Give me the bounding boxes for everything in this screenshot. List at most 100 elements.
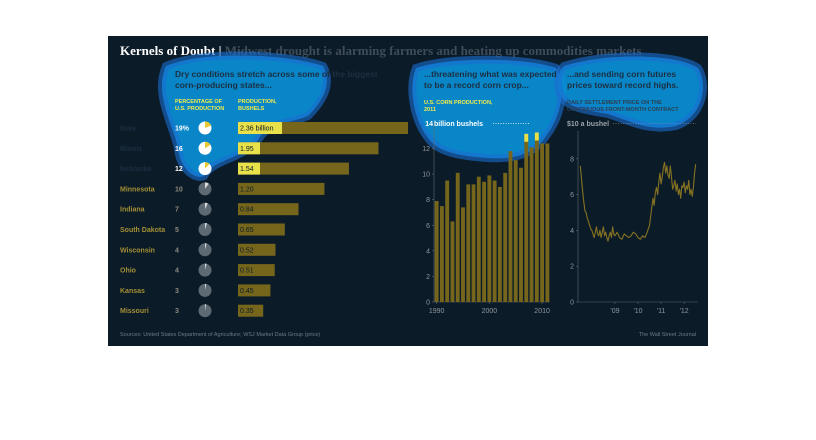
state-label: Indiana: [120, 207, 145, 214]
bar-value-label: 2.36 billion: [240, 126, 274, 133]
production-bar: [503, 172, 508, 302]
y-tick-label: 4: [426, 248, 430, 255]
pie-slice: [205, 202, 208, 210]
col-header-prod-line2: BUSHELS: [238, 106, 265, 112]
price-line-chart: 0 2 4 6 8 '09 '10 '11 '12: [570, 131, 698, 315]
pct-label: 12: [175, 166, 183, 173]
production-bar: [540, 143, 545, 302]
production-bar: [497, 186, 502, 302]
headline: Kernels of Doubt | Midwest drought is al…: [120, 43, 642, 59]
headline-subtitle: Midwest drought is alarming farmers and …: [224, 43, 642, 58]
headline-separator: |: [215, 43, 225, 58]
bar-value-label: 1.95: [240, 146, 254, 153]
x-tick-label: '09: [610, 308, 619, 315]
pie-slice: [205, 182, 209, 189]
pie-slice: [205, 223, 208, 230]
bar-value-label: 1.54: [240, 166, 254, 173]
y-tick-label: 8: [426, 197, 430, 204]
states-bar-chart: Iowa 19% 2.36 billion Illinois 16 1.95 Nebrask…: [120, 121, 408, 318]
production-bar: [476, 176, 481, 302]
x-tick-label: 1990: [429, 308, 445, 315]
panel2-label-line2: 2011: [424, 107, 436, 113]
state-label: Iowa: [120, 126, 136, 133]
state-bar-highlight: [238, 142, 260, 155]
x-tick-label: '10: [633, 308, 642, 315]
state-bar-highlight: [238, 122, 282, 134]
panel1-intro-line1: Dry conditions stretch across some of th…: [175, 69, 378, 79]
x-tick-label: '11: [657, 308, 666, 315]
y-tick-label: 4: [570, 228, 574, 235]
production-bar: [461, 207, 465, 302]
y-tick-label: 12: [422, 146, 430, 153]
y-tick-label: 0: [426, 300, 430, 307]
production-bar: [529, 147, 534, 302]
bar-value-label: 0.51: [240, 268, 254, 275]
y-tick-label: 14: [425, 121, 433, 128]
pct-label: 4: [175, 247, 179, 254]
state-label: Illinois: [120, 146, 142, 153]
state-bar: [238, 223, 285, 236]
production-bar: [487, 175, 492, 302]
y-tick-label: 6: [426, 223, 430, 230]
panel3-unit-label: $10 a bushel: [567, 121, 609, 128]
production-bar: [466, 184, 471, 302]
production-bar: [471, 184, 476, 302]
production-bar: [508, 151, 513, 302]
price-series-line: [579, 161, 697, 242]
state-label: Missouri: [120, 308, 149, 315]
pct-label: 10: [175, 186, 183, 193]
panel2-intro-line1: ...threatening what was expected: [424, 69, 557, 79]
col-header-pct-line2: U.S. PRODUCTION: [175, 106, 224, 112]
panel2-intro-line2: to be a record corn crop...: [424, 80, 529, 90]
state-bar: [238, 162, 349, 175]
bar-value-label: 0.84: [240, 207, 254, 214]
bar-value-label: 0.65: [240, 227, 254, 234]
pie-slice: [205, 243, 207, 250]
pct-label: 3: [175, 308, 179, 315]
state-bar-highlight: [238, 162, 260, 175]
state-bar: [238, 284, 271, 297]
state-bar: [238, 182, 325, 195]
col-header-prod-line1: PRODUCTION,: [238, 99, 277, 105]
production-bar-highlight: [524, 133, 529, 142]
bar-value-label: 0.35: [240, 308, 254, 315]
pie-slice: [205, 283, 207, 291]
bar-value-label: 0.52: [240, 247, 254, 254]
production-bar: [545, 143, 550, 302]
production-bar: [439, 206, 444, 302]
pct-label: 5: [175, 227, 179, 234]
state-bar: [238, 304, 264, 317]
production-bar: [513, 160, 518, 302]
infographic-panel: Kernels of Doubt | Midwest drought is al…: [108, 36, 708, 346]
panel2-unit-label: billion bushels: [434, 121, 483, 128]
y-tick-label: 8: [570, 156, 574, 163]
production-bar: [524, 135, 529, 302]
pct-label: 7: [175, 207, 179, 214]
y-tick-label: 2: [426, 274, 430, 281]
panel2-label-line1: U.S. CORN PRODUCTION,: [424, 100, 493, 106]
pct-label: 16: [175, 146, 183, 153]
panel3-intro-line2: prices toward record highs.: [567, 80, 678, 90]
bar-value-label: 0.45: [240, 288, 254, 295]
panel3-label-line2: CONTINUOUS FRONT-MONTH CONTRACT: [567, 107, 679, 113]
y-tick-label: 0: [570, 300, 574, 307]
pie-slice: [205, 263, 207, 271]
infographic-svg: Dry conditions stretch across some of th…: [120, 51, 707, 338]
highlight-bubbles: [158, 51, 707, 181]
state-bar: [238, 142, 379, 155]
state-bar: [238, 203, 299, 216]
production-bar-highlight: [534, 132, 539, 141]
production-bar: [450, 221, 455, 302]
pct-label: 3: [175, 288, 179, 295]
pie-slice: [205, 121, 212, 128]
pie-slice: [205, 141, 211, 149]
pie-slice: [205, 162, 210, 169]
production-bar: [455, 172, 460, 302]
footer-sources: Sources: United States Department of Agr…: [120, 332, 320, 338]
state-label: Ohio: [120, 268, 136, 275]
state-bar: [238, 243, 276, 256]
production-bar: [482, 181, 487, 302]
production-bar: [445, 180, 450, 302]
x-tick-label: '12: [680, 308, 689, 315]
y-tick-label: 10: [422, 172, 430, 179]
